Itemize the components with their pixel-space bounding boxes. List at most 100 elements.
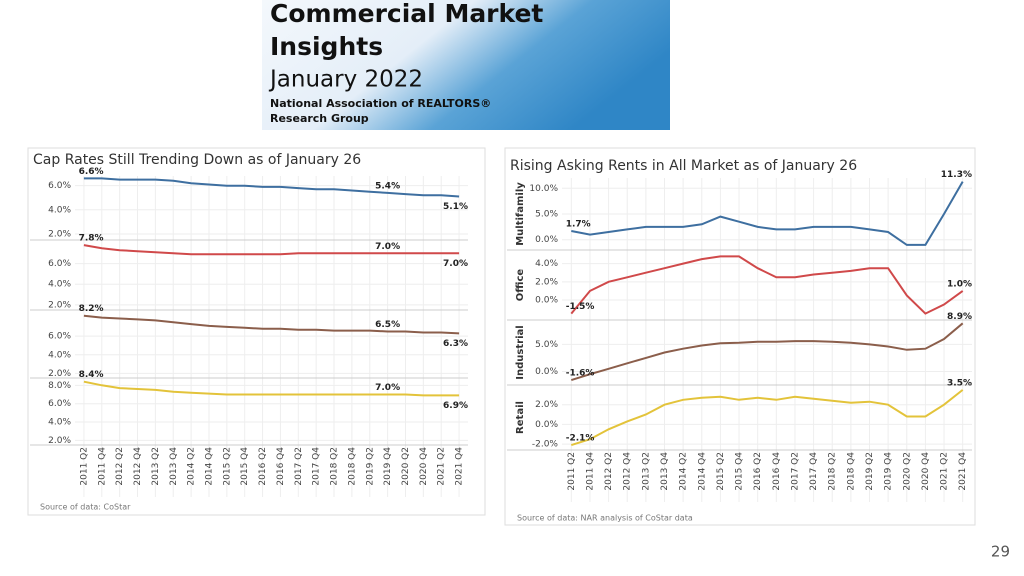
x-tick-label: 2017 Q4 bbox=[312, 447, 322, 486]
y-axis-label: Multifamily bbox=[515, 182, 526, 246]
data-label: 7.0% bbox=[375, 242, 400, 252]
page-number: 29 bbox=[991, 543, 1010, 561]
y-tick-label: -2.0% bbox=[532, 440, 559, 450]
data-label: 8.4% bbox=[79, 370, 104, 380]
y-tick-label: 2.0% bbox=[535, 277, 558, 287]
header-org: Research Group bbox=[270, 112, 369, 125]
y-axis-label: Office bbox=[515, 269, 526, 302]
x-tick-label: 2015 Q4 bbox=[735, 452, 745, 491]
data-label: 6.6% bbox=[79, 167, 104, 177]
series-line bbox=[83, 177, 460, 198]
x-tick-label: 2014 Q2 bbox=[187, 447, 197, 486]
header-image bbox=[262, 0, 670, 130]
x-tick-label: 2015 Q2 bbox=[716, 452, 726, 491]
y-tick-label: 2.0% bbox=[48, 369, 71, 379]
y-tick-label: 2.0% bbox=[535, 400, 558, 410]
y-tick-label: 6.0% bbox=[48, 259, 71, 269]
x-tick-label: 2019 Q2 bbox=[865, 452, 875, 491]
y-tick-label: 2.0% bbox=[48, 436, 71, 446]
x-tick-label: 2018 Q4 bbox=[846, 452, 856, 491]
y-tick-label: 4.0% bbox=[48, 350, 71, 360]
data-label: -2.1% bbox=[566, 434, 595, 444]
x-tick-label: 2011 Q2 bbox=[567, 452, 577, 491]
y-tick-label: 0.0% bbox=[535, 367, 558, 377]
y-tick-label: 6.0% bbox=[48, 181, 71, 191]
x-tick-label: 2021 Q2 bbox=[940, 452, 950, 491]
data-label: 7.0% bbox=[375, 383, 400, 393]
y-tick-label: 8.0% bbox=[48, 381, 71, 391]
y-axis-label: Industrial bbox=[515, 325, 526, 379]
y-tick-label: 0.0% bbox=[535, 296, 558, 306]
series-line bbox=[570, 255, 964, 315]
x-tick-label: 2011 Q4 bbox=[585, 452, 595, 491]
x-tick-label: 2019 Q2 bbox=[365, 447, 375, 486]
x-tick-label: 2013 Q4 bbox=[660, 452, 670, 491]
x-tick-label: 2016 Q2 bbox=[753, 452, 763, 491]
x-tick-label: 2021 Q4 bbox=[958, 452, 968, 491]
data-label: 6.3% bbox=[443, 339, 468, 349]
header-subtitle: January 2022 bbox=[268, 67, 423, 93]
x-tick-label: 2014 Q2 bbox=[679, 452, 689, 491]
chart-source: Source of data: NAR analysis of CoStar d… bbox=[517, 514, 693, 523]
x-tick-label: 2019 Q4 bbox=[884, 452, 894, 491]
series-line bbox=[83, 314, 460, 335]
series-line bbox=[570, 389, 964, 447]
data-label: 7.8% bbox=[79, 234, 104, 244]
y-tick-label: 6.0% bbox=[48, 399, 71, 409]
y-tick-label: 4.0% bbox=[48, 205, 71, 215]
data-label: 6.5% bbox=[375, 320, 400, 330]
x-tick-label: 2017 Q2 bbox=[294, 447, 304, 486]
y-tick-label: 5.0% bbox=[535, 210, 558, 220]
x-tick-label: 2019 Q4 bbox=[383, 447, 393, 486]
x-tick-label: 2013 Q2 bbox=[151, 447, 161, 486]
y-tick-label: 2.0% bbox=[48, 229, 71, 239]
y-tick-label: 4.0% bbox=[48, 280, 71, 290]
header-org: National Association of REALTORS® bbox=[270, 97, 491, 110]
chart-frame bbox=[504, 147, 976, 526]
data-label: 6.9% bbox=[443, 401, 468, 411]
header-title: Insights bbox=[270, 32, 383, 61]
x-tick-label: 2016 Q2 bbox=[258, 447, 268, 486]
data-label: 1.0% bbox=[947, 279, 972, 289]
data-label: 7.0% bbox=[443, 259, 468, 269]
x-tick-label: 2012 Q4 bbox=[133, 447, 143, 486]
chart-title: Cap Rates Still Trending Down as of Janu… bbox=[33, 152, 361, 168]
y-tick-label: 10.0% bbox=[529, 184, 558, 194]
chart-title: Rising Asking Rents in All Market as of … bbox=[510, 158, 857, 174]
data-label: -1.5% bbox=[566, 302, 595, 312]
x-tick-label: 2018 Q2 bbox=[330, 447, 340, 486]
data-label: 5.1% bbox=[443, 202, 468, 212]
x-tick-label: 2020 Q2 bbox=[902, 452, 912, 491]
series-line bbox=[83, 244, 460, 256]
x-tick-label: 2021 Q4 bbox=[455, 447, 465, 486]
data-label: 1.7% bbox=[566, 219, 591, 229]
x-tick-label: 2014 Q4 bbox=[697, 452, 707, 491]
series-line bbox=[83, 380, 460, 397]
x-tick-label: 2020 Q4 bbox=[419, 447, 429, 486]
series-line bbox=[571, 181, 964, 246]
x-tick-label: 2012 Q2 bbox=[115, 447, 125, 486]
data-label: 8.9% bbox=[947, 312, 972, 322]
y-tick-label: 4.0% bbox=[535, 259, 558, 269]
x-tick-label: 2011 Q4 bbox=[97, 447, 107, 486]
x-tick-label: 2013 Q4 bbox=[169, 447, 179, 486]
x-tick-label: 2017 Q4 bbox=[809, 452, 819, 491]
x-tick-label: 2013 Q2 bbox=[641, 452, 651, 491]
x-tick-label: 2018 Q2 bbox=[828, 452, 838, 491]
x-tick-label: 2021 Q2 bbox=[437, 447, 447, 486]
data-label: 3.5% bbox=[947, 378, 972, 388]
x-tick-label: 2012 Q2 bbox=[604, 452, 614, 491]
data-label: 8.2% bbox=[79, 304, 104, 314]
x-tick-label: 2020 Q2 bbox=[401, 447, 411, 486]
header-title: Commercial Market bbox=[270, 0, 543, 28]
y-tick-label: 6.0% bbox=[48, 332, 71, 342]
y-tick-label: 2.0% bbox=[48, 300, 71, 310]
x-tick-label: 2020 Q4 bbox=[921, 452, 931, 491]
y-tick-label: 0.0% bbox=[535, 235, 558, 245]
data-label: 11.3% bbox=[941, 170, 972, 180]
x-tick-label: 2016 Q4 bbox=[772, 452, 782, 491]
y-tick-label: 5.0% bbox=[535, 340, 558, 350]
data-label: -1.6% bbox=[566, 369, 595, 379]
x-tick-label: 2016 Q4 bbox=[276, 447, 286, 486]
